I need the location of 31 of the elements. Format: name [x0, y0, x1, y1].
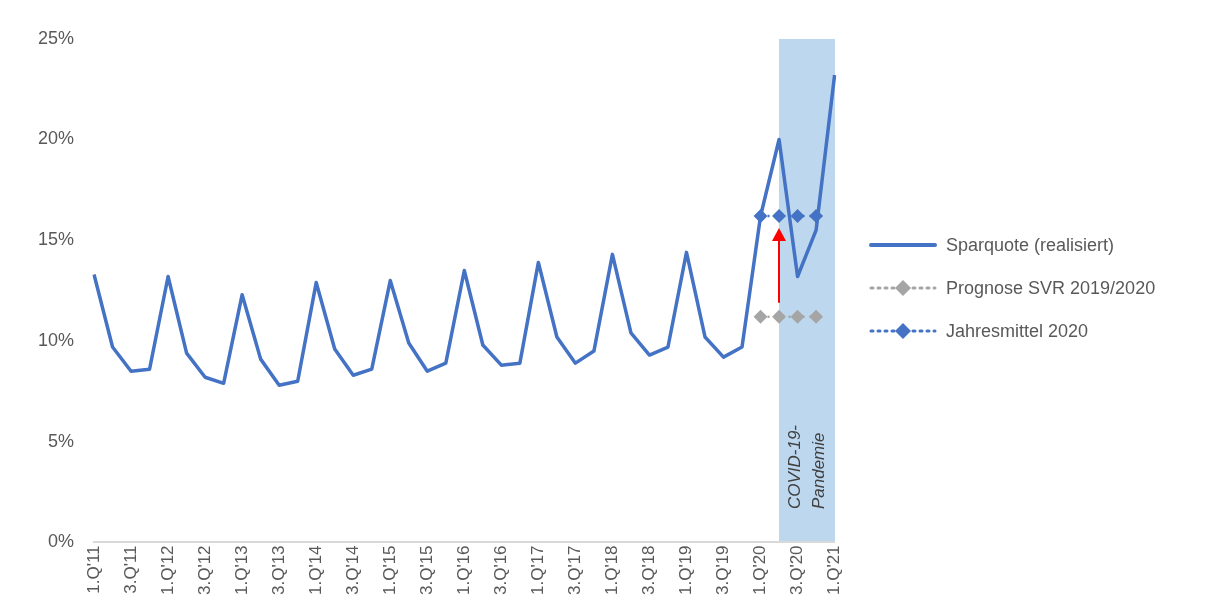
x-tick-label: 1.Q'15 — [379, 545, 399, 596]
legend-label: Sparquote (realisiert) — [946, 234, 1115, 256]
x-tick-label: 3.Q'20 — [787, 545, 807, 596]
x-tick-label: 3.Q'15 — [416, 545, 436, 596]
x-tick-label: 1.Q'19 — [676, 545, 696, 596]
x-tick-label: 3.Q'13 — [268, 545, 288, 596]
y-tick-label: 0% — [48, 531, 75, 552]
y-tick-label: 20% — [38, 128, 75, 149]
x-tick-label: 1.Q'16 — [454, 545, 473, 596]
x-tick-label: 3.Q'18 — [639, 545, 659, 596]
x-tick-label: 1.Q'17 — [528, 545, 548, 596]
legend-label: Jahresmittel 2020 — [946, 320, 1089, 342]
x-tick-label: 1.Q'12 — [157, 545, 177, 596]
y-tick-label: 25% — [38, 27, 75, 48]
x-tick-label: 1.Q'21 — [824, 545, 844, 596]
x-tick-label: 1.Q'18 — [602, 545, 622, 596]
x-tick-label: 3.Q'17 — [565, 545, 585, 596]
x-tick-label: 3.Q'14 — [342, 545, 362, 596]
y-tick-label: 10% — [38, 329, 75, 350]
x-tick-label: 1.Q'20 — [750, 545, 770, 596]
y-tick-label: 5% — [48, 430, 75, 451]
legend-label: Prognose SVR 2019/2020 — [946, 277, 1156, 299]
x-tick-label: 3.Q'16 — [491, 545, 511, 596]
x-tick-label: 1.Q'14 — [305, 545, 325, 596]
x-tick-label: 3.Q'12 — [194, 545, 214, 596]
x-tick-label: 1.Q'11 — [83, 545, 103, 594]
x-tick-label: 1.Q'13 — [231, 545, 251, 596]
x-tick-label: 3.Q'11 — [120, 545, 140, 594]
x-tick-label: 3.Q'19 — [713, 545, 733, 596]
y-tick-label: 15% — [38, 229, 75, 250]
annotation: COVID-19- Pandemie — [783, 425, 829, 510]
